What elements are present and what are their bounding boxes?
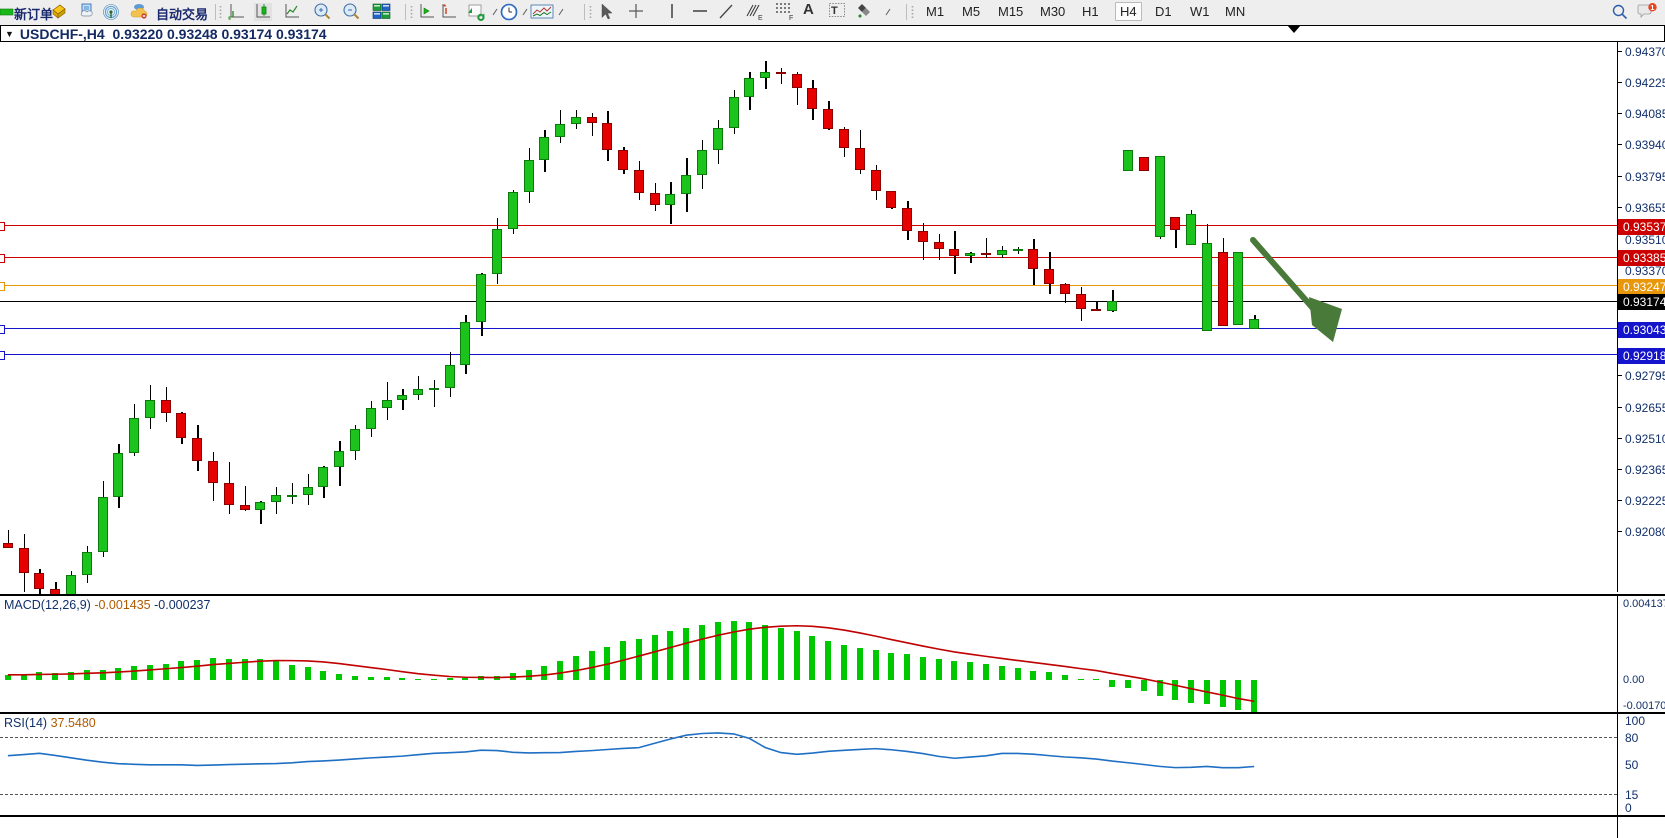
- svg-text:E: E: [758, 15, 763, 21]
- svg-text:T: T: [831, 5, 838, 17]
- svg-text:1: 1: [1650, 3, 1654, 12]
- svg-text:F: F: [789, 15, 793, 21]
